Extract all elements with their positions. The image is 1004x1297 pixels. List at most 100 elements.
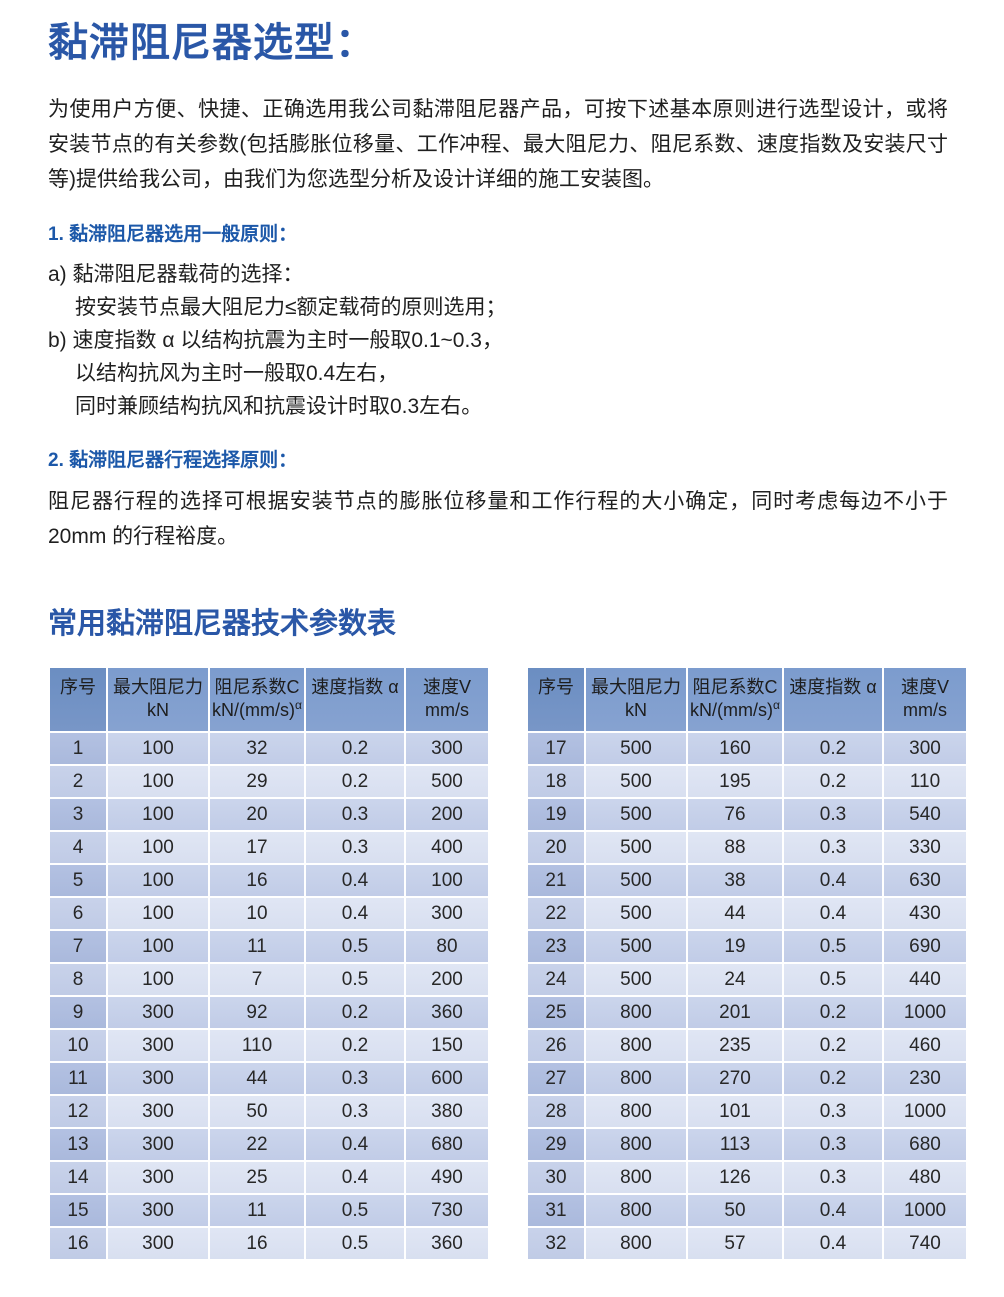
table-cell: 88: [688, 832, 782, 863]
table-cell: 100: [108, 931, 208, 962]
table-cell: 100: [108, 898, 208, 929]
table-cell: 13: [50, 1129, 106, 1160]
table-cell: 800: [586, 1195, 686, 1226]
table-row: 24 500 24 0.5 440: [528, 964, 966, 995]
table-header-row: 序号 最大阻尼力 kN 阻尼系数C kN/(mm/s)α 速度指数 α 速度V mm/s: [528, 668, 966, 731]
table-row: 9 300 92 0.2 360: [50, 997, 488, 1028]
table-cell: 680: [406, 1129, 488, 1160]
section1-heading: 1. 黏滞阻尼器选用一般原则：: [48, 224, 298, 245]
table-cell: 28: [528, 1096, 584, 1127]
table-cell: 300: [108, 1162, 208, 1193]
table-cell: 38: [688, 865, 782, 896]
table-cell: 110: [884, 766, 966, 797]
section1-body: a) 黏滞阻尼器载荷的选择： 按安装节点最大阻尼力≤额定载荷的原则选用； b) 速度…: [48, 258, 948, 423]
table-cell: 19: [528, 799, 584, 830]
table-cell: 0.2: [306, 997, 404, 1028]
table-cell: 1: [50, 733, 106, 764]
table-cell: 0.4: [784, 1228, 882, 1259]
table-cell: 17: [210, 832, 304, 863]
table-cell: 10: [210, 898, 304, 929]
table-cell: 92: [210, 997, 304, 1028]
table-cell: 300: [108, 1129, 208, 1160]
table-row: 11 300 44 0.3 600: [50, 1063, 488, 1094]
table-row: 12 300 50 0.3 380: [50, 1096, 488, 1127]
table-cell: 0.2: [306, 1030, 404, 1061]
table-cell: 500: [586, 931, 686, 962]
table-row: 27 800 270 0.2 230: [528, 1063, 966, 1094]
table-cell: 0.3: [784, 1162, 882, 1193]
table-cell: 1000: [884, 1195, 966, 1226]
table-row: 19 500 76 0.3 540: [528, 799, 966, 830]
table-cell: 50: [210, 1096, 304, 1127]
table-cell: 31: [528, 1195, 584, 1226]
table-cell: 0.5: [784, 931, 882, 962]
table-cell: 0.5: [784, 964, 882, 995]
table-cell: 11: [210, 1195, 304, 1226]
table-cell: 0.3: [784, 1129, 882, 1160]
table-cell: 195: [688, 766, 782, 797]
table-cell: 490: [406, 1162, 488, 1193]
table-cell: 0.4: [306, 1162, 404, 1193]
table-cell: 300: [108, 997, 208, 1028]
table-cell: 24: [688, 964, 782, 995]
table-cell: 500: [586, 733, 686, 764]
table-cell: 110: [210, 1030, 304, 1061]
table-cell: 16: [50, 1228, 106, 1259]
table-cell: 0.4: [784, 898, 882, 929]
column-header: 速度指数 α: [784, 668, 882, 731]
table-cell: 0.5: [306, 1195, 404, 1226]
column-header: 最大阻尼力 kN: [586, 668, 686, 731]
table-cell: 270: [688, 1063, 782, 1094]
table-cell: 1000: [884, 1096, 966, 1127]
table-cell: 500: [586, 964, 686, 995]
table-row: 14 300 25 0.4 490: [50, 1162, 488, 1193]
table-row: 4 100 17 0.3 400: [50, 832, 488, 863]
table-cell: 0.5: [306, 1228, 404, 1259]
table-cell: 0.5: [306, 931, 404, 962]
column-header: 最大阻尼力 kN: [108, 668, 208, 731]
table-cell: 0.5: [306, 964, 404, 995]
column-header: 速度V mm/s: [884, 668, 966, 731]
table-cell: 0.2: [784, 1030, 882, 1061]
table-cell: 300: [884, 733, 966, 764]
table-cell: 440: [884, 964, 966, 995]
table-cell: 0.4: [306, 898, 404, 929]
table-cell: 800: [586, 1129, 686, 1160]
table-row: 3 100 20 0.3 200: [50, 799, 488, 830]
table-cell: 0.2: [306, 766, 404, 797]
table-row: 2 100 29 0.2 500: [50, 766, 488, 797]
page-title: 黏滞阻尼器选型：: [48, 21, 376, 65]
table-cell: 18: [528, 766, 584, 797]
table-row: 8 100 7 0.5 200: [50, 964, 488, 995]
table-cell: 800: [586, 997, 686, 1028]
table-cell: 100: [108, 799, 208, 830]
table-cell: 0.4: [784, 1195, 882, 1226]
table-cell: 80: [406, 931, 488, 962]
table-cell: 2: [50, 766, 106, 797]
table-cell: 500: [406, 766, 488, 797]
table-cell: 360: [406, 1228, 488, 1259]
section2-heading: 2. 黏滞阻尼器行程选择原则：: [48, 450, 298, 471]
table-cell: 15: [50, 1195, 106, 1226]
table-cell: 22: [210, 1129, 304, 1160]
table-cell: 0.3: [306, 799, 404, 830]
table-cell: 1000: [884, 997, 966, 1028]
table-cell: 300: [108, 1096, 208, 1127]
table-row: 5 100 16 0.4 100: [50, 865, 488, 896]
table-cell: 430: [884, 898, 966, 929]
table-cell: 500: [586, 832, 686, 863]
column-header: 速度V mm/s: [406, 668, 488, 731]
table-cell: 800: [586, 1228, 686, 1259]
table-cell: 4: [50, 832, 106, 863]
table-cell: 23: [528, 931, 584, 962]
table-cell: 0.2: [306, 733, 404, 764]
column-header: 阻尼系数C kN/(mm/s)α: [688, 668, 782, 731]
table-cell: 12: [50, 1096, 106, 1127]
table-cell: 230: [884, 1063, 966, 1094]
table-cell: 8: [50, 964, 106, 995]
table-cell: 360: [406, 997, 488, 1028]
table-cell: 540: [884, 799, 966, 830]
section1-line: 同时兼顾结构抗风和抗震设计时取0.3左右。: [75, 395, 483, 418]
column-header: 序号: [50, 668, 106, 731]
